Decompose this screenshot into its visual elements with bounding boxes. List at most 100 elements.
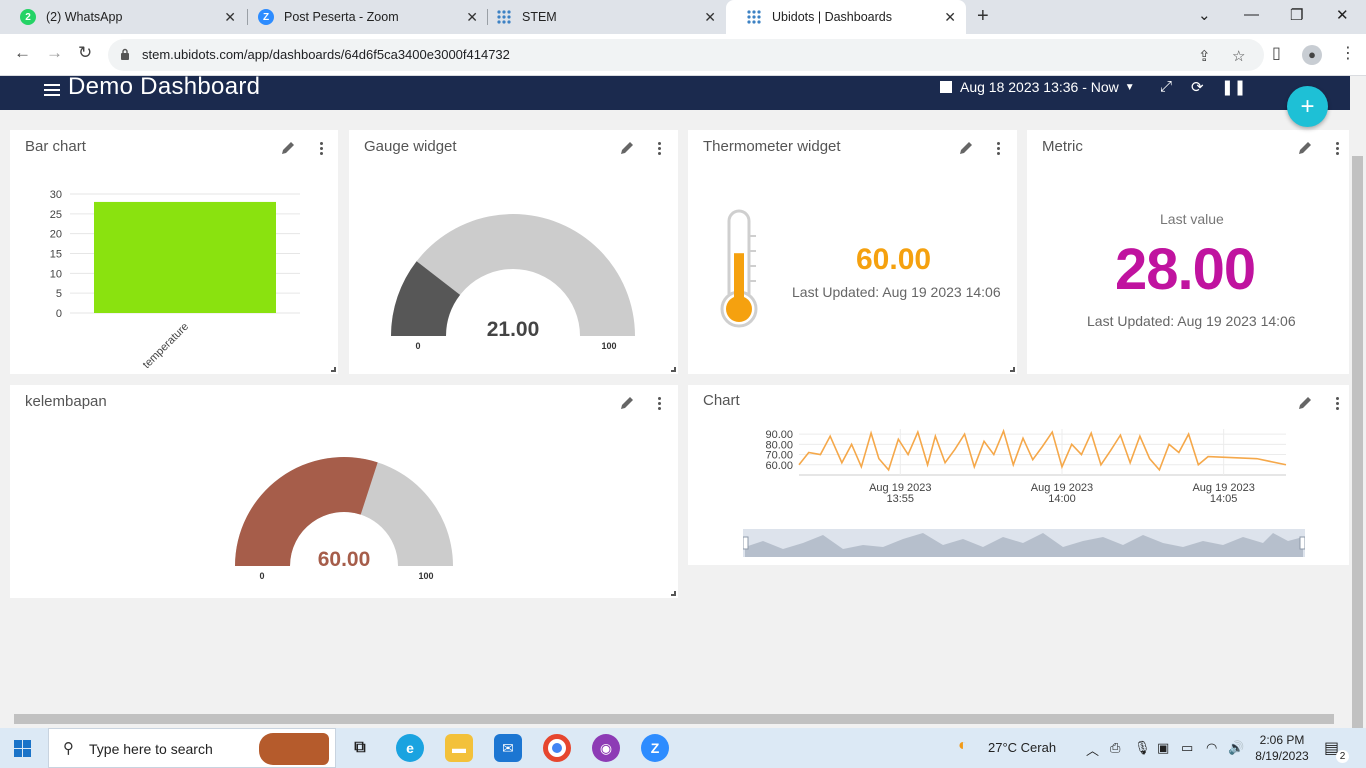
mail-icon[interactable]: ✉: [494, 734, 522, 762]
screen-icon[interactable]: ▣: [1157, 740, 1170, 755]
tab-whatsapp[interactable]: 2 (2) WhatsApp ✕: [0, 0, 246, 34]
line-chart-widget: Chart 60.00 70.00 80.00 90.00 Aug 19 2023 13:…: [688, 385, 1349, 565]
wifi-icon[interactable]: ◠: [1206, 740, 1218, 755]
microphone-icon[interactable]: 🎙: [1134, 740, 1151, 755]
metric-widget: Metric Last value 28.00 Last Updated: Au…: [1027, 130, 1349, 374]
resize-handle-icon[interactable]: [1010, 367, 1015, 372]
horizontal-scrollbar[interactable]: [0, 712, 1350, 726]
more-options-icon[interactable]: [1336, 142, 1340, 157]
file-explorer-icon[interactable]: ▬: [445, 734, 473, 762]
pencil-icon[interactable]: [1297, 395, 1313, 411]
x-tick-time: 13:55: [887, 493, 915, 505]
thermometer-icon: [720, 209, 758, 328]
zoom-app-icon[interactable]: Z: [641, 734, 669, 762]
github-desktop-icon[interactable]: ◉: [592, 734, 620, 762]
chrome-icon[interactable]: [543, 734, 571, 762]
pencil-icon[interactable]: [619, 395, 635, 411]
tray-chevron-icon[interactable]: ︿: [1086, 743, 1100, 758]
taskbar-search-box[interactable]: ⚲ Type here to search: [48, 728, 336, 768]
close-icon[interactable]: ✕: [224, 9, 236, 25]
add-widget-button[interactable]: +: [1287, 86, 1328, 127]
thermometer-widget: Thermometer widget 60.00 Last Updated: A…: [688, 130, 1017, 374]
profile-icon[interactable]: ●: [1302, 45, 1322, 65]
more-options-icon[interactable]: [658, 397, 662, 412]
vertical-scrollbar[interactable]: [1350, 76, 1366, 756]
pencil-icon[interactable]: [280, 140, 296, 156]
reload-icon[interactable]: ↻: [78, 43, 93, 62]
volume-icon[interactable]: 🔊: [1228, 740, 1245, 755]
new-tab-button[interactable]: +: [977, 5, 989, 27]
tab-search-icon[interactable]: ⌄: [1198, 7, 1211, 24]
refresh-icon[interactable]: ⟳: [1191, 79, 1204, 96]
gauge-max-label: 100: [418, 571, 433, 581]
close-icon[interactable]: ✕: [704, 9, 716, 25]
close-icon[interactable]: ✕: [466, 9, 478, 25]
tab-zoom[interactable]: Z Post Peserta - Zoom ✕: [238, 0, 488, 34]
resize-handle-icon[interactable]: [671, 367, 676, 372]
weather-text[interactable]: 27°C Cerah: [988, 740, 1057, 755]
battery-icon[interactable]: ▭: [1181, 740, 1194, 755]
more-options-icon[interactable]: [1336, 397, 1340, 412]
meet-now-icon[interactable]: ⎙: [1110, 740, 1121, 755]
chrome-menu-icon[interactable]: ⋮: [1340, 45, 1356, 62]
address-bar[interactable]: stem.ubidots.com/app/dashboards/64d6f5ca…: [108, 39, 1264, 71]
last-updated-text: Last Updated: Aug 19 2023 14:06: [1087, 313, 1296, 329]
y-tick-label: 90.00: [765, 429, 793, 441]
forward-icon[interactable]: →: [46, 43, 63, 62]
zoom-icon: Z: [258, 9, 274, 25]
windows-taskbar: ⚲ Type here to search ⧉ e ▬ ✉ ◉ Z ◐ 27°C…: [0, 728, 1366, 768]
calendar-icon: [940, 81, 952, 93]
bookmark-star-icon[interactable]: ☆: [1232, 48, 1246, 65]
gauge-min-label: 0: [415, 341, 420, 351]
whatsapp-icon: 2: [20, 9, 36, 25]
side-panel-icon[interactable]: ▯: [1272, 45, 1281, 62]
more-options-icon[interactable]: [320, 142, 324, 157]
metric-label: Last value: [1160, 211, 1224, 227]
range-navigator[interactable]: [743, 527, 1305, 559]
notification-count: 2: [1336, 750, 1349, 763]
pencil-icon[interactable]: [619, 140, 635, 156]
maximize-icon[interactable]: ❐: [1290, 7, 1304, 24]
pause-icon[interactable]: ❚❚: [1221, 79, 1247, 96]
pencil-icon[interactable]: [958, 140, 974, 156]
taskbar-clock[interactable]: 2:06 PM 8/19/2023: [1252, 732, 1312, 764]
y-tick-label: 70.00: [765, 450, 793, 462]
resize-handle-icon[interactable]: [331, 367, 336, 372]
back-icon[interactable]: ←: [14, 43, 31, 62]
x-tick-date: Aug 19 2023: [1031, 482, 1093, 494]
close-icon[interactable]: ✕: [944, 9, 956, 25]
pencil-icon[interactable]: [1297, 140, 1313, 156]
window-close-icon[interactable]: ✕: [1336, 7, 1349, 24]
widget-title: Bar chart: [25, 138, 86, 155]
range-handle-right[interactable]: [1299, 536, 1305, 550]
tab-title: Ubidots | Dashboards: [772, 10, 892, 24]
tab-stem[interactable]: STEM ✕: [476, 0, 726, 34]
caret-down-icon: ▼: [1124, 81, 1135, 93]
tab-ubidots-dashboards[interactable]: Ubidots | Dashboards ✕: [726, 0, 966, 34]
range-handle-left[interactable]: [743, 536, 749, 550]
last-updated-text: Last Updated: Aug 19 2023 14:06: [792, 284, 1001, 300]
tab-title: (2) WhatsApp: [46, 10, 123, 24]
y-tick-label: 0: [56, 308, 62, 320]
notification-icon[interactable]: ▤: [1324, 740, 1340, 757]
more-options-icon[interactable]: [997, 142, 1001, 157]
gauge-value: 21.00: [487, 318, 540, 341]
x-tick-label: temperature: [141, 321, 191, 371]
lock-icon: [121, 48, 129, 60]
fullscreen-icon[interactable]: ⤢: [1160, 78, 1173, 95]
tab-divider: [487, 9, 488, 25]
resize-handle-icon[interactable]: [671, 591, 676, 596]
y-tick-label: 60.00: [765, 460, 793, 472]
menu-icon[interactable]: [44, 81, 60, 99]
search-placeholder: Type here to search: [89, 741, 213, 757]
gauge-widget: Gauge widget 21.00 0 100: [349, 130, 678, 374]
gauge-value: 60.00: [318, 548, 371, 571]
edge-icon[interactable]: e: [396, 734, 424, 762]
task-view-icon[interactable]: ⧉: [354, 739, 366, 756]
minimize-icon[interactable]: —: [1244, 6, 1259, 23]
more-options-icon[interactable]: [658, 142, 662, 157]
date-range-picker[interactable]: Aug 18 2023 13:36 - Now ▼: [940, 79, 1135, 95]
date-range-label: Aug 18 2023 13:36 - Now: [960, 79, 1119, 95]
windows-start-icon[interactable]: [14, 740, 31, 757]
share-icon[interactable]: ⇪: [1198, 48, 1211, 65]
